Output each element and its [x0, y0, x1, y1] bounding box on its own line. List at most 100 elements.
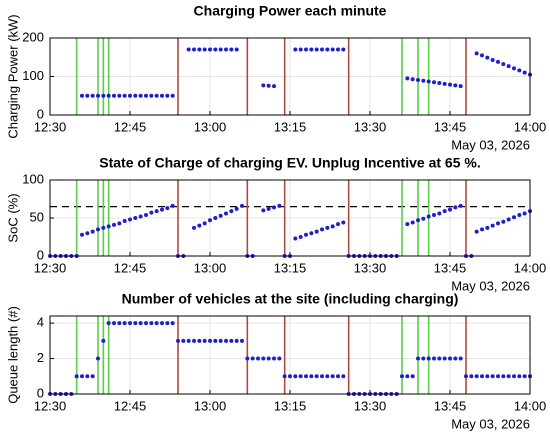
data-point: [453, 205, 458, 210]
data-point: [330, 47, 335, 52]
data-point: [512, 215, 516, 220]
data-point: [330, 374, 335, 379]
data-point: [80, 374, 84, 379]
data-point: [517, 374, 522, 379]
data-point: [85, 231, 90, 236]
data-point: [245, 356, 250, 361]
data-point: [426, 79, 431, 84]
data-point: [96, 227, 100, 232]
x-tick-label: 14:00: [514, 119, 547, 134]
data-point: [80, 232, 84, 237]
data-point: [234, 338, 239, 343]
data-point: [149, 210, 154, 215]
data-point: [138, 214, 143, 219]
x-tick-label: 12:45: [114, 398, 147, 413]
data-point: [501, 219, 506, 224]
data-point: [144, 321, 148, 326]
data-point: [218, 213, 223, 218]
data-point: [421, 78, 426, 83]
data-point: [432, 356, 436, 361]
data-point: [442, 81, 447, 86]
data-point: [277, 356, 282, 361]
data-point: [293, 374, 298, 379]
data-point: [490, 374, 495, 379]
x-tick-label: 14:00: [514, 260, 547, 275]
data-point: [122, 219, 127, 224]
data-point: [432, 212, 436, 217]
data-point: [85, 374, 90, 379]
data-point: [144, 93, 148, 98]
data-point: [522, 211, 527, 216]
data-point: [304, 232, 308, 237]
data-point: [453, 83, 458, 88]
data-point: [240, 203, 244, 208]
data-point: [154, 321, 159, 326]
data-point: [309, 231, 314, 236]
data-point: [117, 221, 122, 226]
data-point: [224, 338, 228, 343]
data-point: [80, 93, 84, 98]
data-point: [208, 338, 212, 343]
data-point: [272, 205, 276, 210]
data-point: [229, 47, 234, 52]
data-point: [96, 356, 100, 361]
data-point: [501, 62, 506, 67]
x-tick-label: 12:30: [34, 119, 67, 134]
data-point: [202, 47, 207, 52]
y-tick-label: 200: [22, 29, 44, 44]
data-point: [512, 374, 516, 379]
data-point: [314, 47, 319, 52]
y-tick-label: 0: [37, 106, 44, 121]
x-tick-label: 12:45: [114, 119, 147, 134]
data-point: [240, 338, 244, 343]
y-tick-label: 100: [22, 171, 44, 186]
y-tick-label: 2: [37, 350, 44, 365]
data-point: [197, 47, 202, 52]
axes-box: [49, 179, 531, 257]
chart-title: State of Charge of charging EV. Unplug I…: [99, 155, 480, 171]
data-point: [266, 206, 271, 211]
data-point: [405, 222, 410, 227]
data-point: [298, 47, 303, 52]
data-point: [410, 220, 415, 225]
data-point: [213, 338, 218, 343]
data-point: [229, 338, 234, 343]
data-point: [512, 66, 516, 71]
data-point: [490, 223, 495, 228]
y-tick-label: 0: [37, 247, 44, 262]
data-point: [469, 374, 474, 379]
data-point: [426, 214, 431, 219]
data-point: [293, 236, 298, 241]
data-point: [298, 374, 303, 379]
x-tick-label: 13:15: [274, 260, 307, 275]
data-point: [128, 93, 132, 98]
data-point: [437, 211, 442, 216]
data-point: [234, 47, 239, 52]
data-point: [261, 83, 266, 88]
data-point: [490, 57, 495, 62]
data-point: [341, 47, 346, 52]
x-tick-label: 13:15: [274, 119, 307, 134]
data-point: [181, 338, 186, 343]
data-point: [112, 93, 116, 98]
data-point: [325, 225, 330, 230]
data-point: [170, 203, 175, 208]
data-point: [117, 93, 122, 98]
data-point: [458, 203, 463, 208]
data-point: [74, 374, 79, 379]
data-point: [272, 84, 276, 89]
data-point: [128, 217, 132, 222]
data-point: [480, 227, 484, 232]
data-point: [149, 321, 154, 326]
data-point: [122, 321, 127, 326]
data-point: [224, 211, 228, 216]
data-point: [133, 93, 138, 98]
data-point: [224, 47, 228, 52]
x-tick-label: 13:00: [194, 119, 227, 134]
data-point: [160, 321, 164, 326]
data-point: [416, 356, 420, 361]
data-point: [336, 47, 340, 52]
data-point: [154, 93, 159, 98]
data-point: [517, 68, 522, 73]
